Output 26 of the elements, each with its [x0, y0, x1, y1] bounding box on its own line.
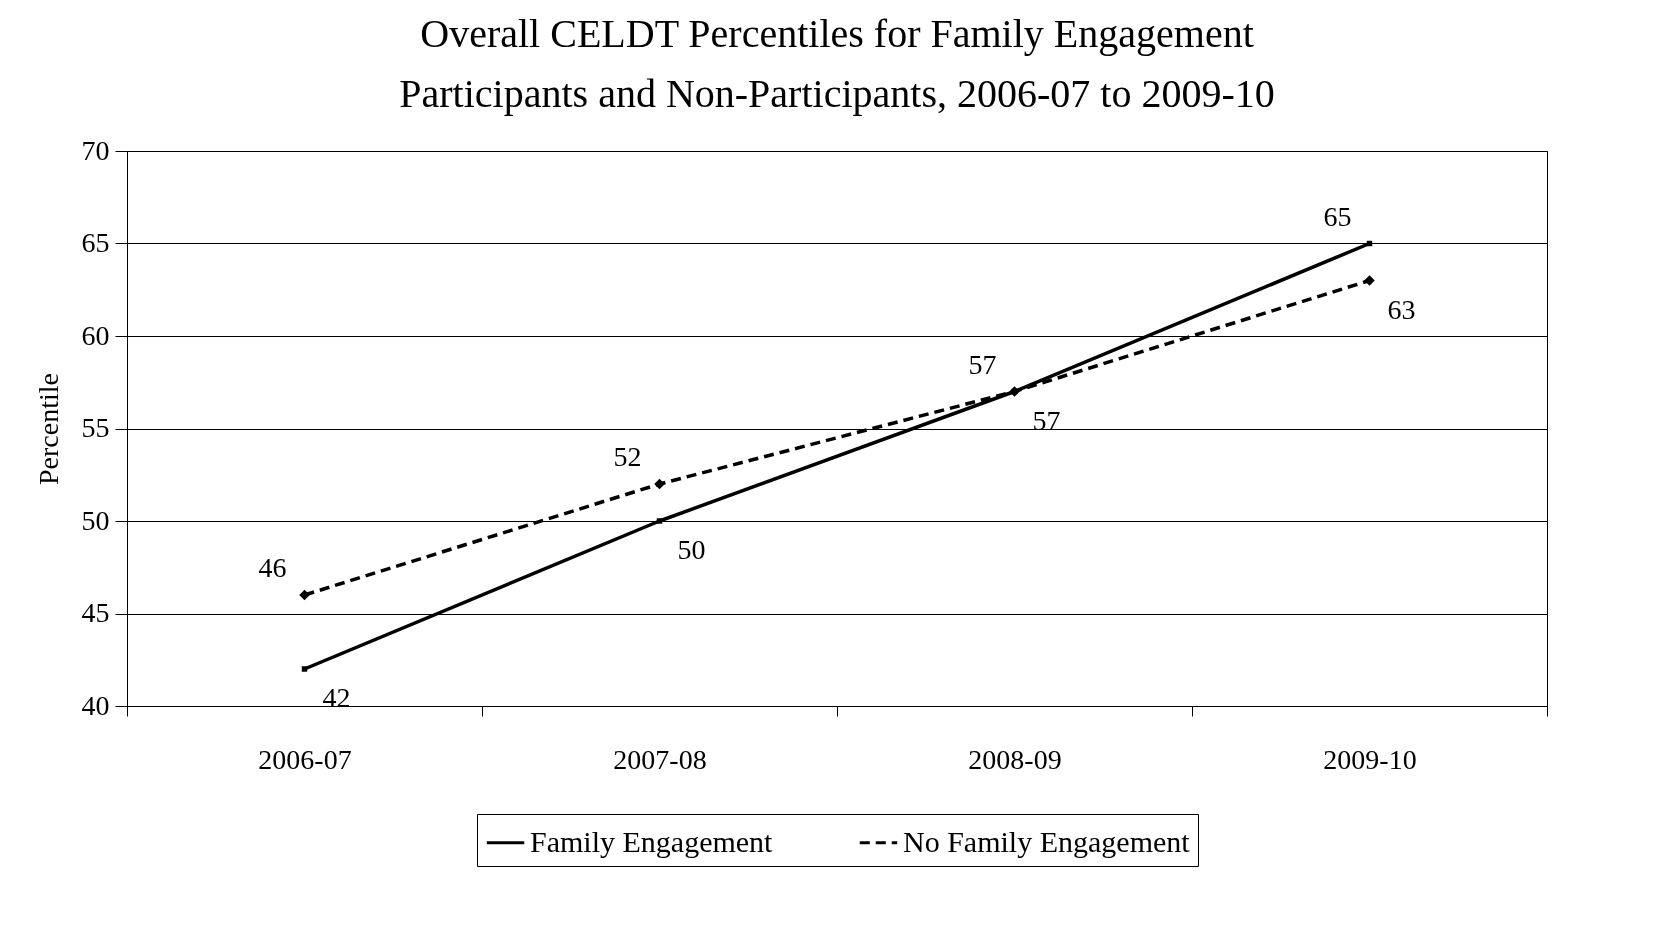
legend-label: No Family Engagement	[903, 824, 1191, 858]
data-label: 65	[1323, 200, 1352, 232]
y-tick-label: 40	[81, 689, 110, 721]
data-label: 46	[258, 552, 287, 583]
x-tick-label: 2008-09	[968, 743, 1062, 775]
y-tick-label: 70	[81, 134, 110, 166]
y-tick-label: 60	[81, 319, 110, 351]
legend-label: Family Engagement	[530, 824, 774, 858]
x-tick-label: 2007-08	[613, 743, 707, 775]
x-tick-label: 2006-07	[258, 743, 352, 775]
x-tick-label: 2009-10	[1323, 743, 1417, 775]
point	[656, 518, 663, 524]
y-tick-label: 55	[81, 412, 110, 443]
point	[1364, 275, 1375, 286]
data-label: 57	[968, 348, 997, 380]
y-tick-label: 65	[81, 227, 110, 258]
point	[299, 589, 310, 601]
data-label: 52	[613, 441, 642, 472]
point	[654, 478, 665, 490]
y-tick-label: 45	[81, 597, 110, 628]
y-axis-title: Percentile	[32, 373, 64, 485]
data-label: 63	[1387, 293, 1416, 325]
data-label: 50	[677, 534, 706, 565]
chart-title: Overall CELDT Percentiles for Family Engagement Participants and Non-Participants, 2006-07 to 2009-10	[399, 11, 1275, 116]
point	[301, 666, 308, 672]
y-tick-label: 50	[81, 504, 110, 536]
